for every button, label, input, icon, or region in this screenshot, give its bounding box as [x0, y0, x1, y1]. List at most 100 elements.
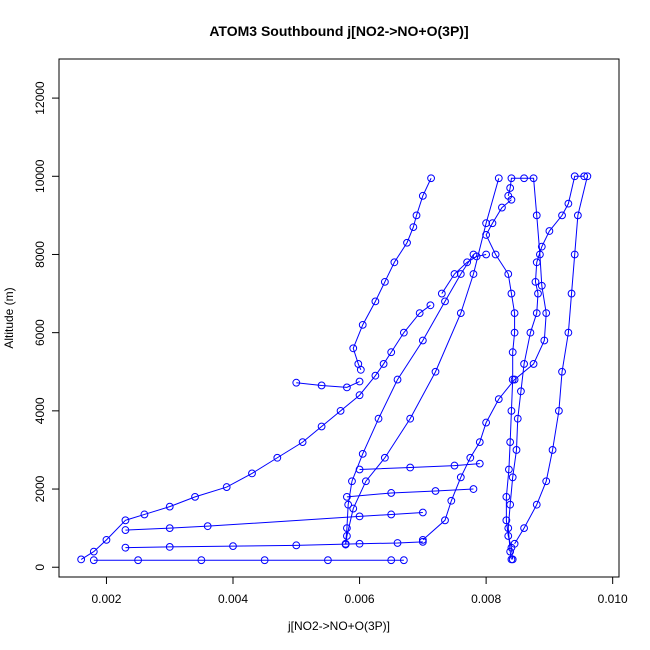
data-point [399, 328, 408, 337]
data-series [349, 174, 435, 374]
data-point [355, 465, 364, 474]
data-point [510, 309, 519, 318]
series-line [345, 178, 500, 545]
y-tick-label: 8000 [33, 241, 47, 268]
series-line [507, 175, 585, 560]
data-series [77, 301, 435, 564]
data-point [447, 496, 456, 505]
data-series-group [77, 172, 592, 565]
data-point [532, 211, 541, 220]
series-line [485, 199, 516, 560]
x-tick-label: 0.008 [471, 592, 501, 606]
data-point [349, 504, 358, 513]
data-point [418, 508, 427, 517]
data-point [558, 367, 566, 376]
data-series [504, 172, 589, 564]
data-point [520, 524, 528, 533]
data-point [564, 328, 573, 337]
data-point [506, 438, 515, 447]
data-point [491, 250, 500, 259]
data-point [343, 383, 351, 392]
data-series [510, 172, 592, 548]
y-tick-label: 6000 [33, 319, 47, 346]
x-axis: 0.002 0.004 0.006 0.008 0.010 [91, 576, 628, 606]
data-point [387, 556, 396, 565]
data-point [488, 219, 497, 228]
data-point [165, 542, 174, 551]
data-point [466, 453, 475, 462]
y-tick-label: 0 [33, 564, 47, 571]
data-point [358, 449, 367, 458]
data-point [191, 492, 199, 501]
data-point [437, 289, 446, 298]
data-point [393, 375, 402, 384]
data-point [441, 297, 449, 306]
data-point [324, 556, 332, 565]
data-point [406, 414, 415, 423]
x-tick-label: 0.010 [598, 592, 628, 606]
data-point [512, 446, 521, 454]
data-point [502, 516, 511, 525]
data-point [548, 446, 557, 454]
data-point [542, 477, 551, 486]
x-axis-label: j[NO2->NO+O(3P)] [287, 619, 390, 633]
data-series [355, 459, 484, 474]
data-series [292, 377, 364, 392]
data-point [343, 532, 351, 540]
data-point [292, 541, 301, 550]
series-line [296, 381, 360, 388]
data-point [469, 485, 478, 493]
data-point [403, 238, 411, 247]
data-point [502, 492, 511, 501]
data-point [390, 258, 399, 267]
x-tick-label: 0.004 [218, 592, 248, 606]
data-point [121, 526, 130, 534]
series-line [345, 254, 474, 544]
data-series [341, 250, 478, 548]
data-point [418, 191, 427, 200]
data-point [387, 510, 396, 519]
data-point [361, 477, 370, 486]
data-point [531, 277, 540, 286]
data-point [248, 469, 256, 478]
data-point [380, 453, 389, 462]
data-series [341, 174, 503, 549]
data-point [506, 184, 515, 192]
data-point [140, 510, 149, 519]
data-point [356, 365, 365, 374]
data-point [517, 387, 525, 396]
data-point [387, 348, 396, 357]
data-point [529, 174, 538, 183]
data-point [344, 500, 353, 509]
data-point [583, 172, 592, 181]
data-series [482, 195, 519, 564]
data-point [426, 301, 435, 310]
data-point [482, 418, 491, 427]
data-point [336, 406, 345, 415]
data-point [77, 555, 86, 564]
data-point [537, 242, 546, 251]
data-point [349, 344, 358, 353]
data-series [418, 174, 551, 544]
data-point [532, 500, 541, 509]
data-point [529, 360, 538, 368]
data-point [542, 309, 551, 318]
data-point [393, 539, 402, 547]
data-point [463, 258, 472, 267]
data-point [520, 174, 528, 183]
data-point [494, 395, 503, 404]
data-point [102, 535, 111, 544]
data-point [165, 502, 174, 511]
data-point [418, 537, 427, 546]
data-point [203, 522, 212, 531]
data-point [510, 328, 519, 337]
data-point [564, 199, 573, 208]
data-point [441, 516, 449, 525]
data-point [475, 459, 484, 468]
data-series [121, 537, 427, 552]
data-point [412, 211, 421, 220]
data-point [507, 555, 516, 564]
data-point [134, 556, 142, 565]
data-point [229, 542, 237, 551]
